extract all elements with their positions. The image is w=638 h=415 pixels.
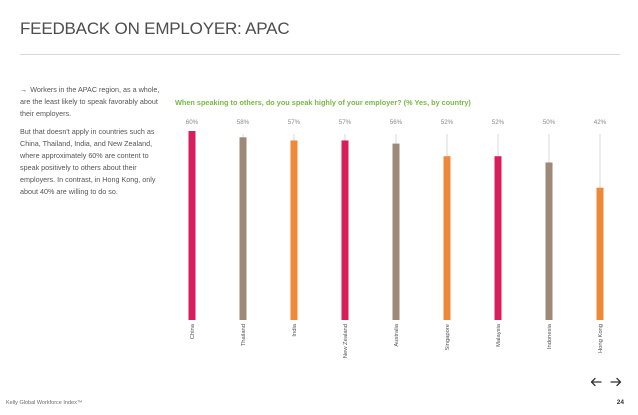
commentary-bullet-text: Workers in the APAC region, as a whole, …	[20, 85, 160, 118]
bar-chart: 60% China 58% Thailand 57% India 57% New Zealan…	[186, 119, 607, 358]
title-divider	[20, 54, 620, 55]
commentary-body: But that doesn't apply in countries such…	[20, 127, 156, 196]
category-label: Malaysia	[496, 323, 502, 347]
value-label: 57%	[288, 119, 301, 126]
page-title: FEEDBACK ON EMPLOYER: APAC	[20, 19, 290, 38]
bar-new-zealand	[341, 140, 349, 320]
bar-india	[290, 140, 298, 320]
category-label: Hong Kong	[598, 324, 604, 353]
page-number: 24	[616, 399, 624, 406]
value-label: 56%	[390, 119, 403, 126]
page-navigation	[590, 376, 622, 388]
bar-indonesia	[545, 162, 553, 320]
value-label: 52%	[441, 119, 454, 126]
bar-singapore	[443, 156, 451, 320]
bar-australia	[392, 143, 400, 320]
category-label: India	[292, 323, 298, 336]
footer-label: Kelly Global Workforce Index™	[6, 400, 83, 406]
commentary-bullet: → Workers in the APAC region, as a whole,…	[20, 84, 168, 120]
category-label: Singapore	[445, 324, 451, 350]
category-label: Thailand	[241, 324, 247, 346]
category-label: Indonesia	[547, 323, 553, 349]
chart-caption: When speaking to others, do you speak hi…	[175, 98, 471, 107]
bar-malaysia	[494, 156, 502, 320]
value-label: 57%	[339, 119, 352, 126]
value-label: 52%	[492, 119, 505, 126]
bar-thailand	[239, 137, 247, 320]
category-label: Australia	[394, 323, 400, 346]
value-label: 58%	[237, 119, 250, 126]
value-label: 42%	[594, 119, 607, 126]
arrow-right-icon[interactable]	[610, 376, 622, 388]
category-label: New Zealand	[343, 324, 349, 358]
arrow-bullet-icon: →	[20, 85, 28, 94]
value-label: 50%	[543, 119, 556, 126]
side-commentary: → Workers in the APAC region, as a whole,…	[20, 84, 168, 204]
bar-china	[188, 131, 196, 320]
value-label: 60%	[186, 119, 199, 126]
category-label: China	[190, 323, 196, 339]
bar-hong-kong	[596, 187, 604, 320]
arrow-left-icon[interactable]	[590, 376, 602, 388]
